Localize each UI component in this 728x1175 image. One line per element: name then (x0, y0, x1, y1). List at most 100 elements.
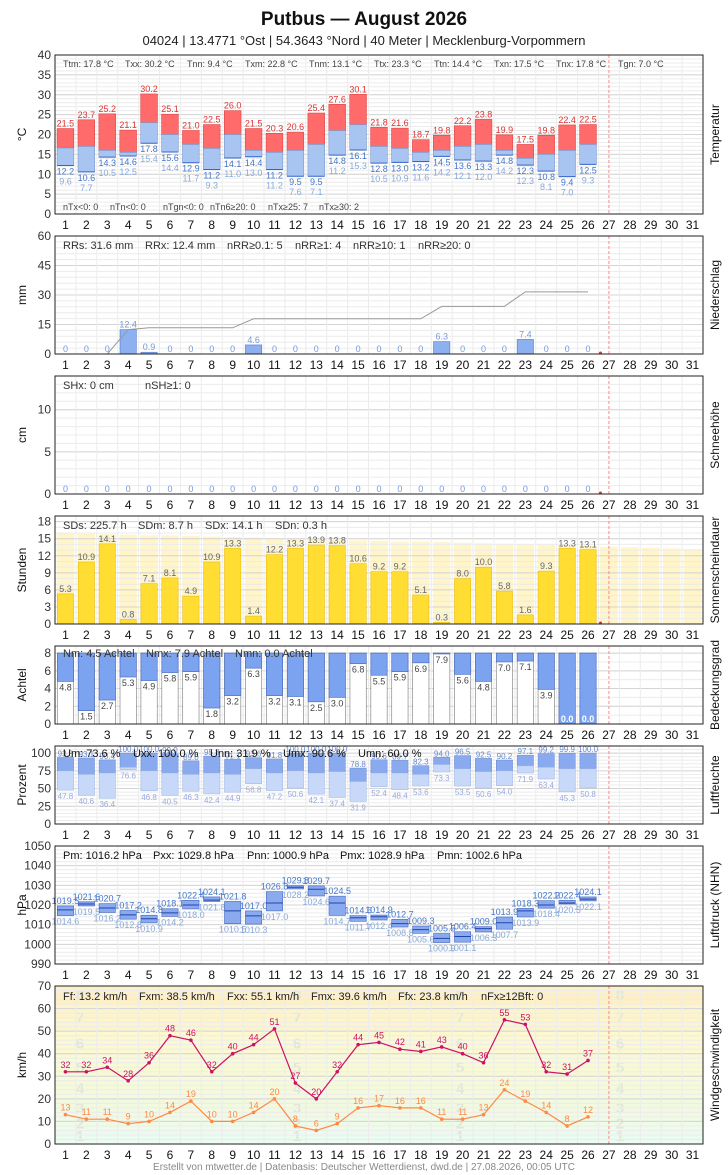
wind-mean-label: 10 (144, 1109, 154, 1119)
sunshine-label: 1.4 (247, 606, 260, 616)
sunshine-label: 9.2 (373, 562, 386, 572)
y-tick-label: 15 (38, 318, 52, 332)
cloud-label: 3.1 (289, 698, 302, 708)
pressure-min-label: 1012.8 (114, 920, 142, 930)
wind-mean-label: 24 (499, 1078, 509, 1088)
tmax-label: 30.2 (140, 84, 158, 94)
wind-gust-label: 53 (520, 1012, 530, 1022)
tmin-bar (56, 147, 75, 166)
x-tick-label: 12 (289, 218, 303, 232)
sunshine-bar (140, 583, 158, 625)
y-tick-label: 100 (31, 746, 51, 760)
x-tick-label: 21 (477, 728, 491, 742)
humidity-min-label: 40.6 (79, 797, 95, 806)
x-tick-label: 29 (644, 358, 658, 372)
wind-gust-label: 32 (81, 1060, 91, 1070)
tmin-bar (98, 150, 116, 158)
tmax-label: 18.7 (412, 130, 430, 140)
humidity-lower-bar (57, 770, 74, 791)
tmax-bar (182, 130, 200, 145)
wind-gust-point (293, 1081, 298, 1085)
y-tick-label: 0 (44, 617, 51, 631)
x-tick-label: 9 (229, 358, 236, 372)
sunshine-label: 13.9 (308, 535, 326, 545)
stat-label: SDx: 14.1 h (205, 520, 262, 532)
precip-label: 6.3 (435, 332, 448, 342)
x-tick-label: 10 (247, 498, 261, 512)
cloud-label: 7.0 (498, 663, 511, 673)
humidity-upper-bar (433, 757, 451, 765)
x-tick-label: 31 (686, 218, 700, 232)
x-tick-label: 18 (414, 1148, 428, 1162)
precip-label: 0 (167, 484, 172, 494)
tmax-label: 22.5 (579, 115, 597, 125)
x-tick-label: 11 (268, 1148, 281, 1162)
tmax-bar (453, 125, 472, 147)
x-tick-label: 18 (414, 498, 428, 512)
pressure-bar (56, 905, 74, 916)
pressure-bar (475, 926, 492, 933)
x-tick-label: 5 (146, 628, 153, 642)
precip-label: 0 (209, 484, 214, 494)
x-tick-label: 28 (623, 728, 637, 742)
humidity-min-label: 45.3 (559, 794, 575, 803)
plot-frame (54, 645, 704, 725)
sunshine-label: 13.3 (558, 538, 576, 548)
precip-label: 0 (502, 484, 507, 494)
tgn-label: 9.6 (59, 177, 72, 187)
stat-label: nTn<0: 0 (110, 202, 146, 212)
humidity-min-label: 53.6 (413, 788, 429, 797)
x-tick-label: 27 (602, 1148, 616, 1162)
wind-mean-point (126, 1121, 130, 1126)
wind-gust-label: 32 (332, 1060, 342, 1070)
pressure-max-label: 1014.6 (344, 906, 372, 916)
humidity-min-label: 50.6 (476, 790, 492, 799)
tmax-label: 19.8 (433, 125, 451, 135)
wind-gust-label: 27 (290, 1071, 300, 1081)
tmax-bar (579, 124, 597, 145)
beaufort-number: 6 (76, 1036, 84, 1053)
stat-label: Pnn: 1000.9 hPa (247, 850, 330, 862)
humidity-min-label: 48.4 (392, 792, 408, 801)
tmin-bar (77, 146, 96, 173)
humidity-max-label: 94.0 (434, 749, 450, 758)
precip-label: 0 (84, 344, 89, 354)
wind-mean-point (209, 1119, 214, 1124)
x-tick-label: 8 (208, 968, 215, 982)
humidity-min-label: 56.8 (246, 786, 262, 795)
humidity-max-label: 89.7 (392, 752, 408, 761)
wind-gust-point (586, 1058, 590, 1063)
wind-mean-point (398, 1106, 402, 1110)
pressure-min-label: 1007.7 (491, 930, 519, 940)
panel-side-label: Niederschlag (708, 260, 722, 330)
wind-mean-label: 11 (458, 1107, 467, 1117)
x-tick-label: 23 (519, 1148, 533, 1162)
wind-gust-label: 37 (583, 1048, 593, 1058)
tmax-bar (244, 128, 263, 151)
x-tick-label: 13 (310, 218, 324, 232)
x-tick-label: 5 (146, 218, 153, 232)
wind-mean-point (502, 1088, 507, 1092)
x-tick-label: 12 (289, 1148, 303, 1162)
tmax-bar (140, 93, 158, 123)
wind-gust-point (523, 1022, 528, 1027)
wind-gust-point (356, 1042, 360, 1047)
sunshine-bar (328, 545, 346, 625)
x-tick-label: 23 (519, 218, 533, 232)
x-tick-label: 10 (247, 218, 261, 232)
cloud-label: 3.2 (226, 697, 239, 707)
y-tick-label: 10 (38, 403, 52, 417)
humidity-upper-bar (349, 767, 367, 782)
y-tick-label: 50 (38, 782, 52, 796)
cloud-label: 3.9 (540, 690, 553, 700)
beaufort-band (55, 1130, 703, 1142)
tmax-label: 20.6 (287, 122, 305, 132)
precip-label: 0 (188, 484, 193, 494)
humidity-min-label: 40.5 (162, 797, 178, 806)
x-tick-label: 16 (372, 728, 386, 742)
tgn-label: 12.1 (454, 171, 472, 181)
humidity-lower-bar (391, 772, 409, 790)
x-tick-label: 23 (519, 728, 533, 742)
x-tick-label: 7 (188, 728, 195, 742)
stat-label: SDn: 0.3 h (275, 520, 327, 532)
